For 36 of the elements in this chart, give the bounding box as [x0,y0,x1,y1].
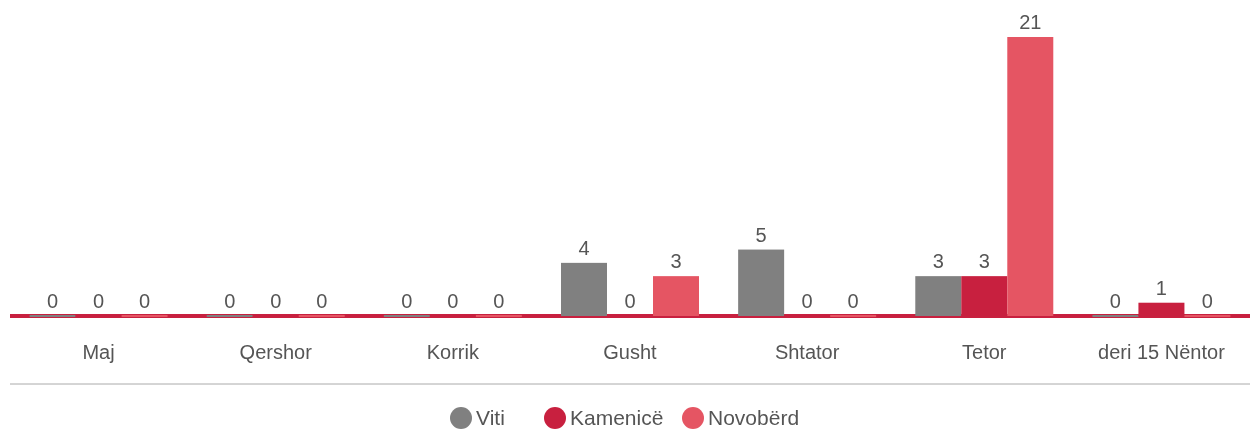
x-tick-label: Shtator [774,341,840,363]
data-label: 0 [847,290,859,312]
bar [915,276,962,316]
x-tick-label: Tetor [962,341,1007,363]
data-label: 0 [624,290,636,312]
data-label: 0 [493,290,505,312]
data-label: 3 [978,250,990,273]
bar [653,276,699,316]
data-label: 3 [670,250,682,273]
x-tick-label: deri 15 Nëntor [1098,341,1226,363]
data-label: 0 [47,290,59,312]
data-label: 0 [401,290,413,312]
data-label: 0 [224,290,236,312]
data-label: 3 [932,250,944,273]
data-label: 0 [1109,290,1121,312]
data-label: 0 [447,290,459,312]
data-label: 0 [139,290,151,312]
bar [561,262,607,316]
data-label: 5 [755,223,767,246]
data-label: 0 [1201,290,1213,312]
data-label: 0 [801,290,813,312]
bar [1007,37,1054,316]
x-tick-label: Gusht [603,341,658,363]
data-label: 4 [578,236,590,259]
data-label: 0 [93,290,105,312]
bar [738,249,785,316]
legend-label: Viti [476,406,505,429]
x-tick-label: Korrik [426,341,480,363]
legend-label: Novobërd [708,406,800,429]
x-tick-label: Qershor [239,341,313,363]
legend-label: Kamenicë [570,406,664,429]
data-label: 0 [316,290,328,312]
data-label: 0 [270,290,282,312]
data-label: 21 [1019,11,1042,33]
x-tick-label: Maj [82,341,115,363]
data-label: 1 [1155,276,1167,299]
